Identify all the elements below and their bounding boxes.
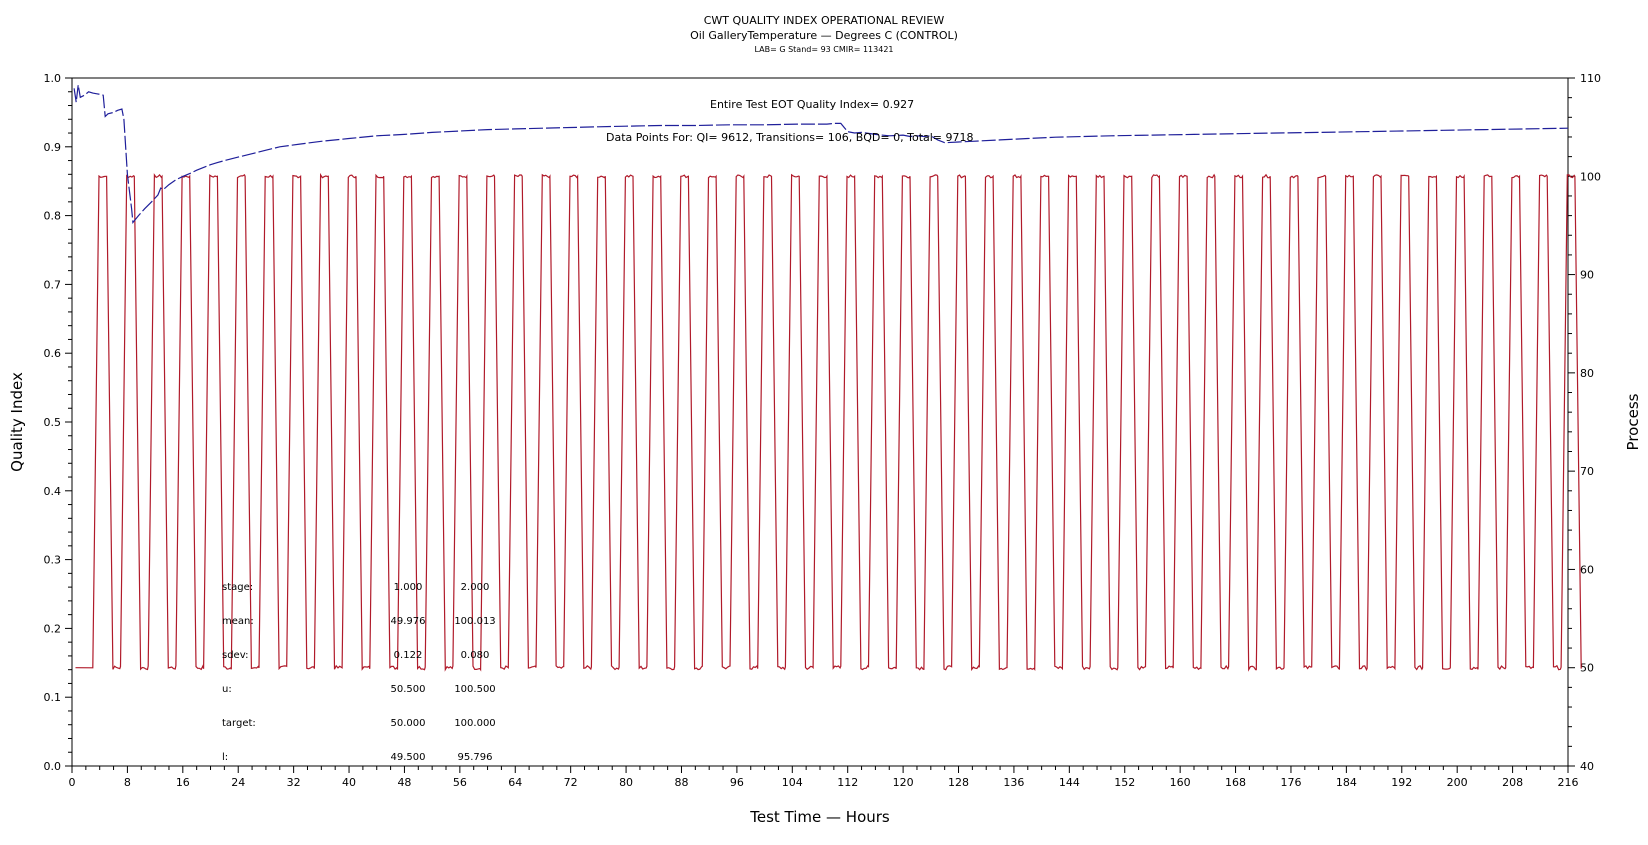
y-tick-label: 0.0 <box>44 760 62 773</box>
chart-title: CWT QUALITY INDEX OPERATIONAL REVIEW <box>704 14 945 27</box>
y-tick-label: 0.9 <box>44 141 62 154</box>
x-tick-label: 48 <box>397 776 411 789</box>
x-tick-label: 88 <box>674 776 688 789</box>
series-layer <box>73 84 1582 672</box>
y-tick-label: 1.0 <box>44 72 62 85</box>
x-tick-label: 160 <box>1170 776 1191 789</box>
y2-tick-label: 100 <box>1580 170 1601 183</box>
stats-row-label: l: <box>222 752 228 763</box>
y-tick-label: 0.6 <box>44 347 62 360</box>
y2-tick-label: 70 <box>1580 465 1594 478</box>
x-tick-label: 112 <box>837 776 858 789</box>
stats-stage1-value: 49.976 <box>391 616 426 627</box>
y-tick-label: 0.8 <box>44 210 62 223</box>
x-tick-label: 128 <box>948 776 969 789</box>
y-tick-label: 0.7 <box>44 278 62 291</box>
x-axis-ticks: 0 8 16 24 32 40 48 56 64 72 80 88 96 104 112 120 128 136 1… <box>69 766 1579 789</box>
y2-axis-title: Process <box>1624 393 1642 450</box>
x-tick-label: 144 <box>1059 776 1080 789</box>
x-tick-label: 72 <box>564 776 578 789</box>
stats-stage1-value: 49.500 <box>391 752 426 763</box>
x-tick-label: 216 <box>1558 776 1579 789</box>
stats-row-label: stage: <box>222 582 253 593</box>
stats-row-label: mean: <box>222 616 254 627</box>
x-tick-label: 64 <box>508 776 522 789</box>
x-axis-title: Test Time — Hours <box>749 808 890 826</box>
x-tick-label: 32 <box>287 776 301 789</box>
stats-stage2-value: 95.796 <box>458 752 493 763</box>
x-tick-label: 56 <box>453 776 467 789</box>
x-tick-label: 104 <box>782 776 803 789</box>
y-tick-label: 0.3 <box>44 554 62 567</box>
y2-tick-label: 80 <box>1580 367 1594 380</box>
x-tick-label: 40 <box>342 776 356 789</box>
stats-table: stage: 1.000 2.000 mean: 49.976 100.013 sdev: 0… <box>222 582 496 763</box>
y2-tick-label: 90 <box>1580 269 1594 282</box>
data-points-annotation: Data Points For: QI= 9612, Transitions= … <box>606 131 974 144</box>
plot-frame <box>71 77 1569 767</box>
x-tick-label: 184 <box>1336 776 1357 789</box>
stats-stage2-value: 2.000 <box>461 582 490 593</box>
x-tick-label: 192 <box>1391 776 1412 789</box>
stats-stage1-value: 0.122 <box>394 650 423 661</box>
y-tick-label: 0.2 <box>44 622 62 635</box>
stats-row-label: sdev: <box>222 650 248 661</box>
x-tick-label: 208 <box>1502 776 1523 789</box>
stats-stage2-value: 0.080 <box>461 650 490 661</box>
y2-tick-label: 40 <box>1580 760 1594 773</box>
stats-stage1-value: 1.000 <box>394 582 423 593</box>
y2-tick-label: 50 <box>1580 662 1594 675</box>
y-tick-label: 0.5 <box>44 416 62 429</box>
y2-axis-ticks: 40 50 60 70 80 90 100 110 <box>1568 72 1601 773</box>
stats-stage2-value: 100.500 <box>454 684 495 695</box>
y2-tick-label: 110 <box>1580 72 1601 85</box>
x-tick-label: 8 <box>124 776 131 789</box>
stats-stage2-value: 100.000 <box>454 718 495 729</box>
stats-row-label: u: <box>222 684 232 695</box>
chart-subtitle-meta: LAB= G Stand= 93 CMIR= 113421 <box>754 45 893 54</box>
chart-subtitle: Oil GalleryTemperature — Degrees C (CONT… <box>690 29 958 42</box>
x-tick-label: 176 <box>1280 776 1301 789</box>
x-tick-label: 168 <box>1225 776 1246 789</box>
y-axis-title: Quality Index <box>8 372 26 472</box>
x-tick-label: 80 <box>619 776 633 789</box>
y-tick-label: 0.1 <box>44 691 62 704</box>
x-tick-label: 120 <box>893 776 914 789</box>
x-tick-label: 0 <box>69 776 76 789</box>
quality-index-series-line <box>73 84 1569 225</box>
y2-tick-label: 60 <box>1580 563 1594 576</box>
x-tick-label: 200 <box>1447 776 1468 789</box>
x-tick-label: 136 <box>1003 776 1024 789</box>
stats-row-label: target: <box>222 718 256 729</box>
x-tick-label: 152 <box>1114 776 1135 789</box>
stats-stage2-value: 100.013 <box>454 616 495 627</box>
eot-annotation: Entire Test EOT Quality Index= 0.927 <box>710 98 914 111</box>
y-tick-label: 0.4 <box>44 485 62 498</box>
stats-stage1-value: 50.500 <box>391 684 426 695</box>
stats-stage1-value: 50.000 <box>391 718 426 729</box>
x-tick-label: 24 <box>231 776 245 789</box>
y-axis-ticks: 0.0 0.1 0.2 0.3 0.4 0.5 0.6 0.7 0.8 0.9 1.0 <box>44 72 72 773</box>
x-tick-label: 16 <box>176 776 190 789</box>
process-series-line <box>75 172 1582 672</box>
x-tick-label: 96 <box>730 776 744 789</box>
